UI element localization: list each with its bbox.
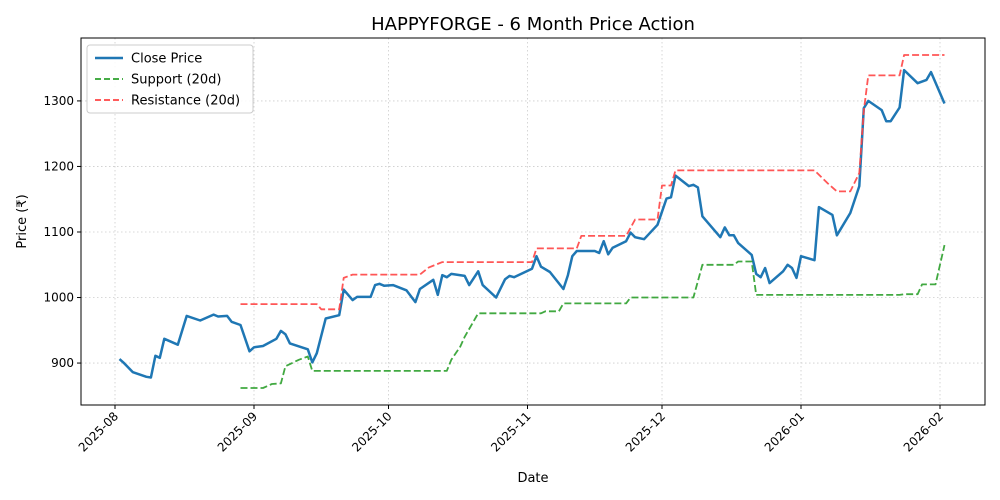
close-price-line — [118, 68, 946, 379]
x-tick-label: 2025-08 — [76, 409, 121, 454]
chart-title: HAPPYFORGE - 6 Month Price Action — [371, 14, 695, 35]
legend-label: Close Price — [131, 52, 202, 67]
x-tick-label: 2025-11 — [488, 409, 533, 454]
y-tick-label: 1100 — [43, 225, 74, 239]
x-tick-label: 2026-01 — [762, 409, 807, 454]
y-tick-label: 1000 — [43, 291, 74, 305]
x-tick-label: 2025-10 — [349, 409, 394, 454]
x-tick-label: 2025-09 — [215, 409, 260, 454]
x-tick-label: 2025-12 — [623, 409, 668, 454]
legend-label: Support (20d) — [131, 73, 221, 88]
x-tick-label: 2026-02 — [901, 409, 946, 454]
resistance-line — [240, 54, 945, 311]
y-tick-label: 1200 — [43, 159, 74, 173]
y-tick-label: 1300 — [43, 94, 74, 108]
plot-frame — [80, 37, 986, 406]
y-axis-label: Price (₹) — [15, 194, 30, 248]
support-line — [240, 244, 946, 389]
x-axis-label: Date — [517, 471, 548, 486]
legend-label: Resistance (20d) — [131, 94, 240, 109]
y-tick-label: 900 — [51, 356, 74, 370]
legend-box — [86, 44, 254, 114]
